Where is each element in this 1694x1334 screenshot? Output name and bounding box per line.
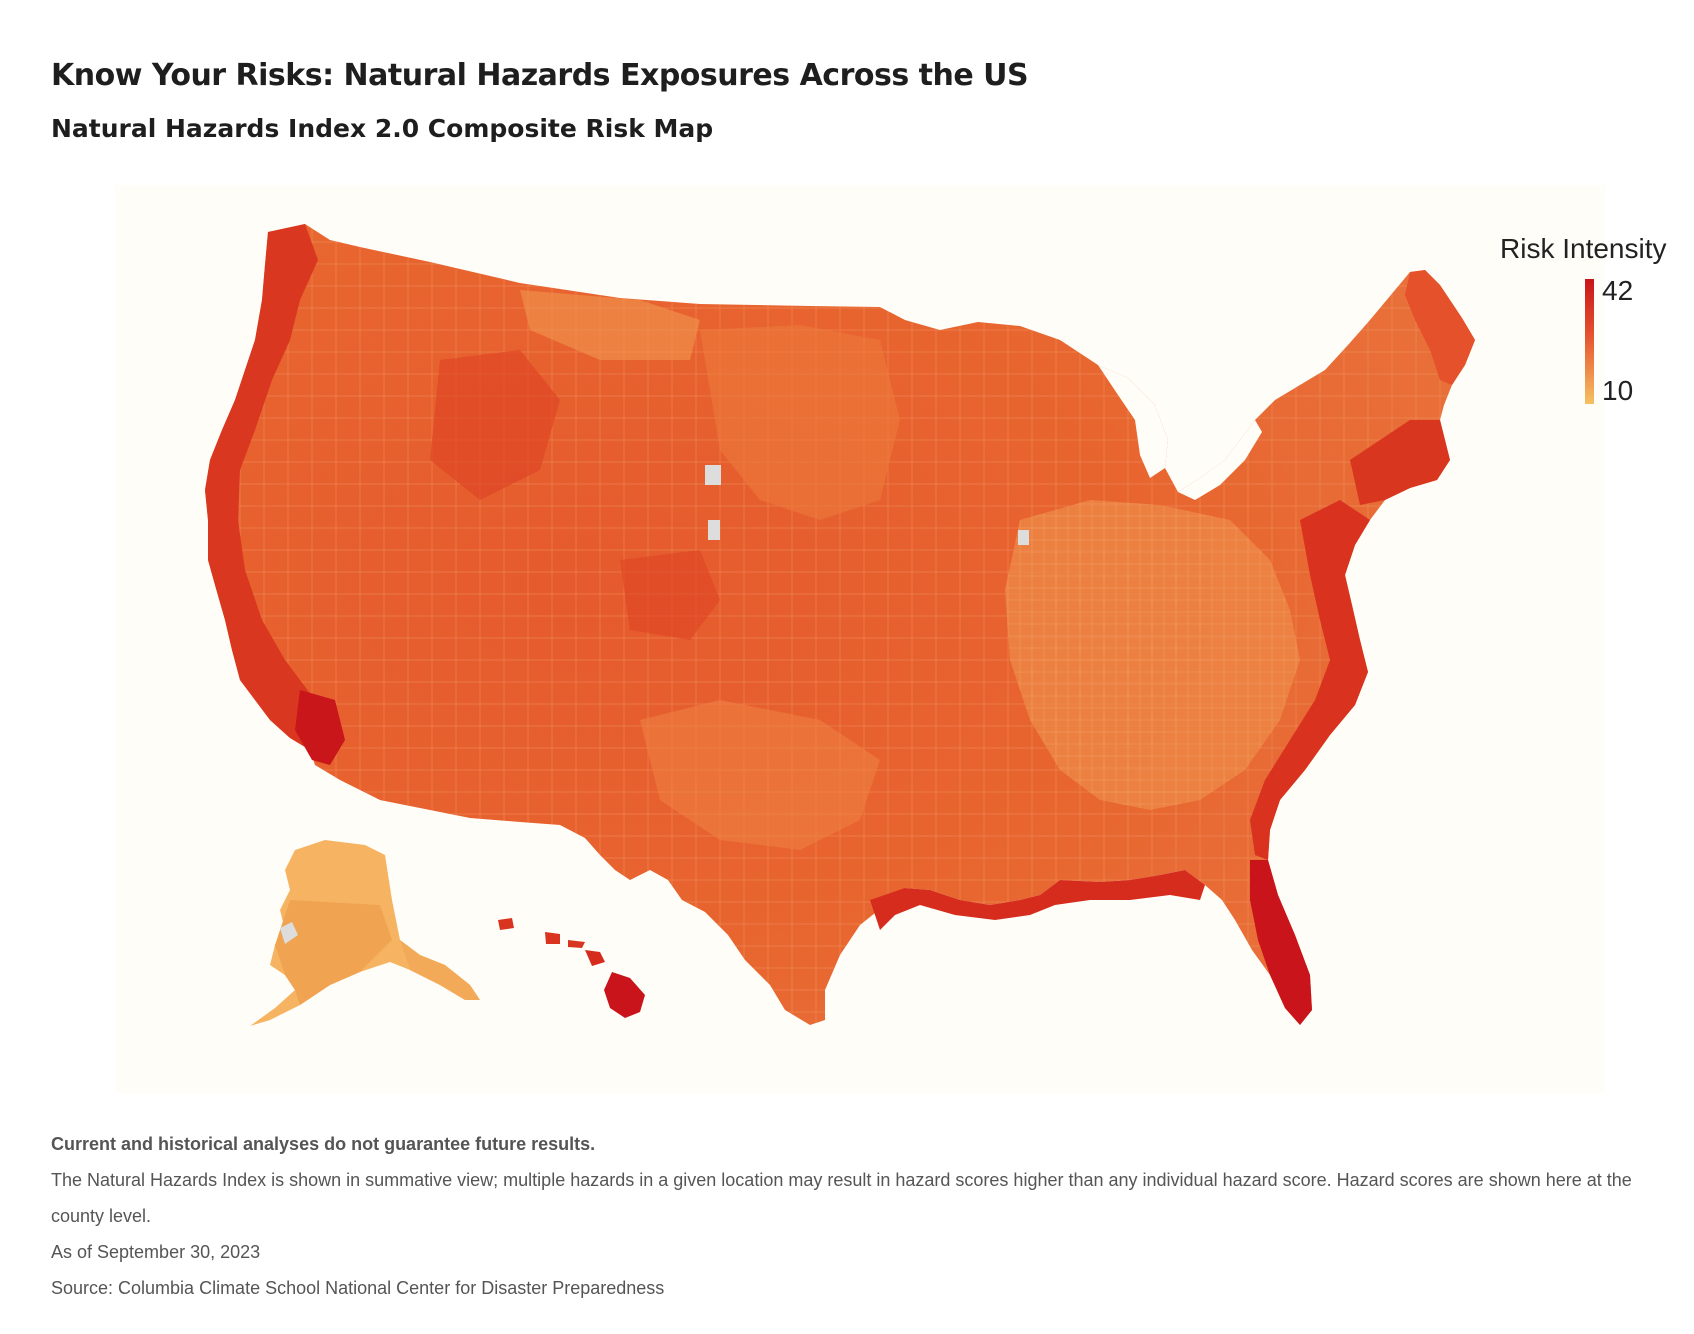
region-maine	[1405, 270, 1475, 385]
page-title: Know Your Risks: Natural Hazards Exposur…	[51, 58, 1029, 93]
region-north-plains-light	[520, 290, 700, 360]
hawaii-molokai	[568, 940, 585, 948]
region-plains-light	[700, 325, 900, 520]
hawaii-kauai	[498, 918, 514, 930]
notes-section: Current and historical analyses do not g…	[51, 1126, 1661, 1306]
legend-title: Risk Intensity	[1500, 233, 1667, 264]
legend-min-label: 10	[1602, 375, 1634, 406]
legend-color-bar	[1585, 279, 1594, 404]
region-atlantic-coast-high	[1250, 500, 1370, 860]
hawaii-island	[604, 972, 645, 1018]
hawaii-oahu	[545, 932, 560, 944]
description-text: The Natural Hazards Index is shown in su…	[51, 1170, 1632, 1226]
page-subtitle: Natural Hazards Index 2.0 Composite Risk…	[51, 114, 714, 143]
date-text: As of September 30, 2023	[51, 1242, 261, 1262]
region-colorado-hot	[620, 550, 720, 640]
great-lakes	[1098, 365, 1168, 478]
source-text: Source: Columbia Climate School National…	[51, 1278, 665, 1298]
region-socal-high	[295, 690, 345, 765]
alaska-panhandle	[400, 940, 480, 1000]
hawaii-maui	[585, 950, 605, 966]
no-data-county	[1018, 530, 1029, 545]
disclaimer-text: Current and historical analyses do not g…	[51, 1134, 596, 1154]
no-data-county	[705, 465, 721, 485]
alaska-no-data	[280, 922, 298, 944]
region-pacific-coast-high	[205, 224, 332, 750]
legend-max-label: 42	[1602, 275, 1634, 306]
region-texas-interior	[640, 700, 880, 850]
region-mountain-west-hot	[430, 350, 560, 500]
region-florida-high	[1250, 860, 1312, 1025]
no-data-county	[708, 520, 720, 540]
region-northeast-high	[1350, 420, 1450, 505]
alaska-south	[275, 900, 392, 1005]
region-gulf-coast-high	[870, 870, 1205, 930]
